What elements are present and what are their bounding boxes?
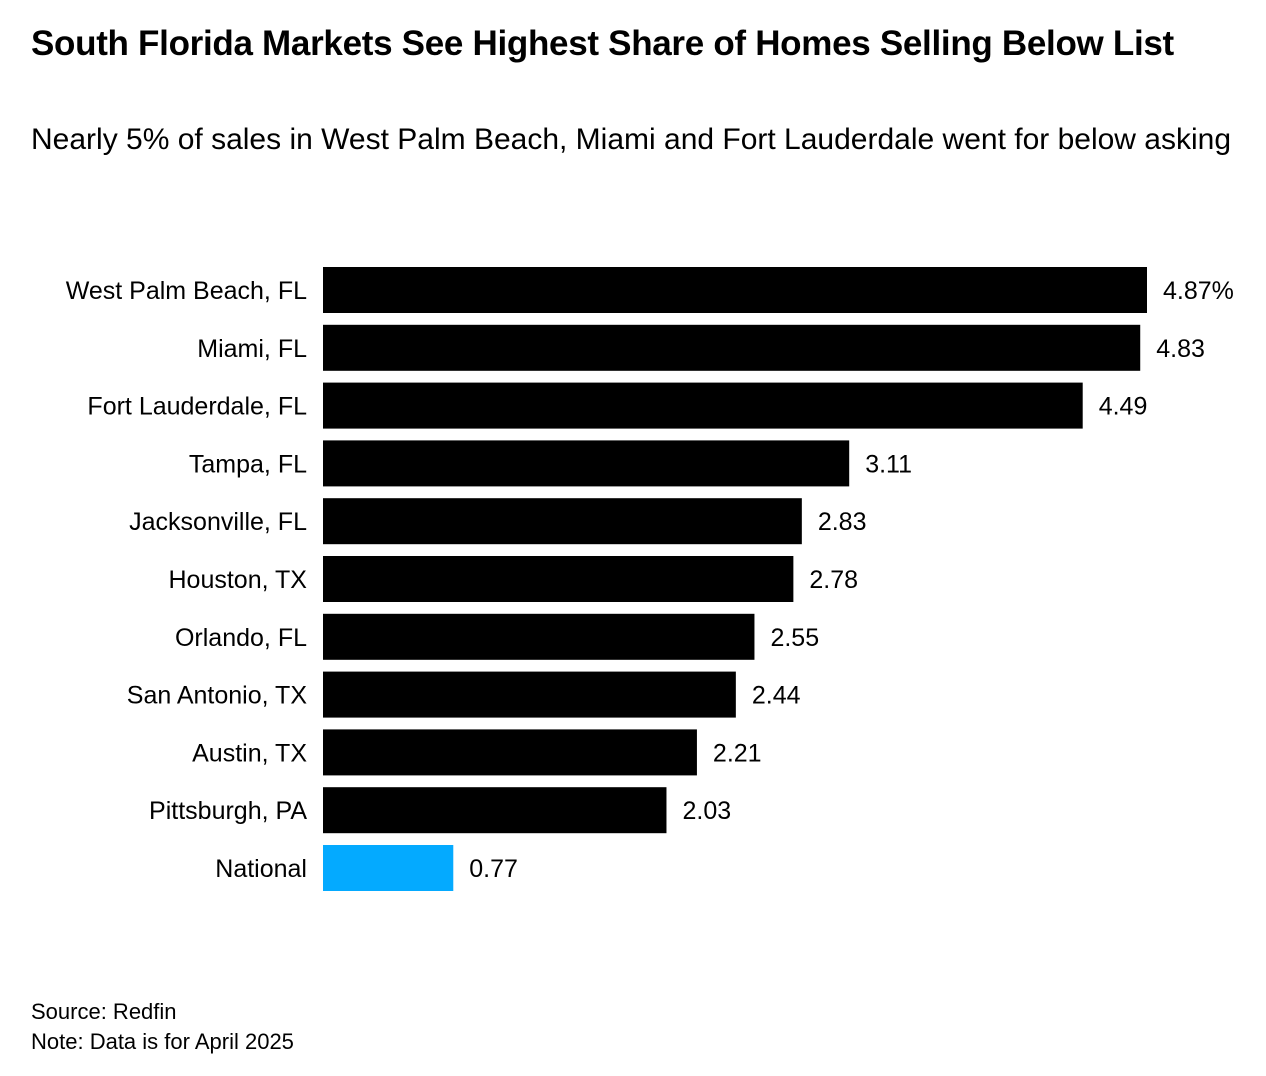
category-label: Miami, FL — [197, 335, 307, 363]
source-note: Source: Redfin — [31, 999, 177, 1024]
category-label: Austin, TX — [192, 739, 307, 767]
category-label: Orlando, FL — [175, 624, 307, 652]
value-label: 2.44 — [752, 682, 801, 710]
value-label: 0.77 — [469, 855, 518, 883]
bar-san-antonio-tx — [323, 671, 736, 718]
category-label: Tampa, FL — [189, 450, 307, 478]
category-label: Houston, TX — [168, 566, 307, 594]
category-label: San Antonio, TX — [127, 682, 308, 710]
value-label: 4.87% — [1163, 277, 1234, 305]
category-label: National — [215, 855, 307, 883]
bar-national — [323, 845, 454, 891]
chart-title: South Florida Markets See Highest Share … — [31, 24, 1174, 63]
value-label: 2.55 — [770, 624, 819, 652]
bar-miami-fl — [323, 324, 1141, 371]
category-label: Fort Lauderdale, FL — [87, 393, 307, 421]
category-label: West Palm Beach, FL — [66, 277, 307, 305]
value-label: 2.03 — [682, 797, 731, 825]
bar-pittsburgh-pa — [323, 787, 667, 834]
value-label: 2.78 — [809, 566, 858, 594]
value-label: 2.21 — [713, 739, 762, 767]
bar-austin-tx — [323, 729, 697, 776]
value-label: 4.83 — [1156, 335, 1205, 363]
chart-subtitle: Nearly 5% of sales in West Palm Beach, M… — [31, 123, 1232, 156]
data-note: Note: Data is for April 2025 — [31, 1029, 294, 1054]
bar-tampa-fl — [323, 440, 850, 487]
category-label: Pittsburgh, PA — [149, 797, 307, 825]
value-label: 3.11 — [865, 450, 912, 478]
value-label: 2.83 — [818, 508, 867, 536]
bar-west-palm-beach-fl — [323, 267, 1147, 313]
bar-fort-lauderdale-fl — [323, 382, 1083, 429]
value-label: 4.49 — [1099, 393, 1148, 421]
bar-houston-tx — [323, 556, 794, 602]
category-label: Jacksonville, FL — [129, 508, 307, 536]
bar-orlando-fl — [323, 613, 755, 660]
bar-jacksonville-fl — [323, 498, 802, 545]
